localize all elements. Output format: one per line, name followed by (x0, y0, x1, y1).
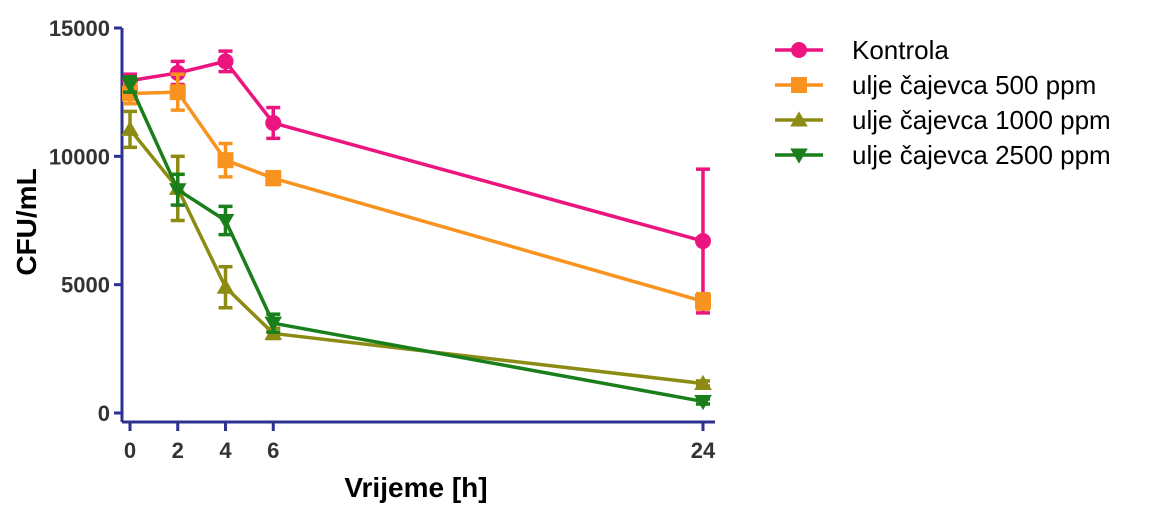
legend-marker (790, 148, 808, 164)
data-point (216, 214, 235, 230)
y-tick-label: 0 (98, 401, 110, 426)
data-point (216, 278, 235, 294)
labels-layer: Vrijeme [h] CFU/mL (11, 168, 488, 503)
y-tick-label: 10000 (49, 144, 110, 169)
x-tick-label: 4 (219, 438, 232, 463)
data-point (168, 183, 187, 199)
data-point (121, 120, 139, 136)
data-point (694, 374, 712, 390)
legend: Kontrola ulje čajevca 500 ppm ulje čajevca… (775, 35, 1111, 170)
x-tick-label: 6 (267, 438, 279, 463)
legend-label: ulje čajevca 500 ppm (852, 70, 1096, 100)
x-tick-label: 24 (691, 438, 716, 463)
data-point (695, 233, 711, 250)
data-point (265, 114, 282, 131)
x-tick-label: 2 (172, 438, 184, 463)
x-tick-label: 0 (124, 438, 136, 463)
legend-marker (790, 111, 808, 127)
x-axis-title: Vrijeme [h] (344, 472, 487, 503)
y-tick-label: 5000 (61, 273, 110, 298)
series-layer (121, 49, 712, 411)
data-point (694, 394, 712, 411)
legend-marker (791, 42, 807, 58)
legend-marker (791, 77, 807, 93)
legend-label: Kontrola (852, 35, 949, 65)
series-1 (122, 72, 711, 311)
y-axis-title: CFU/mL (11, 168, 42, 275)
series-line (128, 83, 704, 404)
data-point (169, 84, 186, 101)
data-point (217, 53, 234, 70)
data-point (695, 293, 711, 310)
legend-item-3: ulje čajevca 2500 ppm (775, 140, 1111, 170)
series-3 (121, 75, 712, 411)
legend-label: ulje čajevca 2500 ppm (852, 140, 1111, 170)
y-tick-label: 15000 (49, 16, 110, 41)
legend-item-0: Kontrola (775, 35, 949, 65)
series-line (128, 128, 704, 386)
legend-item-2: ulje čajevca 1000 ppm (775, 105, 1111, 135)
series-0 (122, 49, 711, 315)
legend-item-1: ulje čajevca 500 ppm (775, 70, 1096, 100)
data-point (265, 170, 282, 187)
data-point (264, 316, 283, 332)
data-point (217, 152, 234, 169)
legend-label: ulje čajevca 1000 ppm (852, 105, 1111, 135)
data-point (121, 77, 139, 94)
